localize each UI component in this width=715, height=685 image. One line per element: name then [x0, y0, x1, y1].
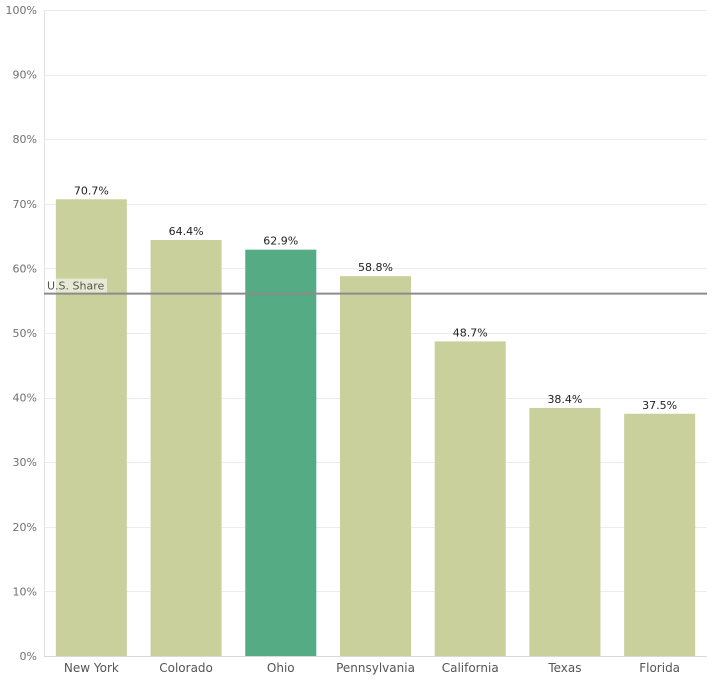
reference-line-label-background: [45, 278, 107, 293]
bars: [55, 199, 696, 656]
x-category-label: Texas: [547, 661, 581, 675]
x-category-label: Colorado: [159, 661, 213, 675]
y-tick-label: 90%: [13, 69, 37, 82]
bar: [434, 341, 506, 656]
y-tick-label: 20%: [13, 521, 37, 534]
bar: [624, 413, 696, 656]
bar: [55, 199, 127, 656]
x-category-label: California: [442, 661, 499, 675]
y-axis-tick-labels: 0% 10% 20% 30% 40% 50% 60% 70% 80% 90% 100%: [6, 4, 37, 663]
x-category-label: Florida: [639, 661, 680, 675]
bar-value-label: 58.8%: [358, 261, 393, 274]
reference-line-label: U.S. Share: [47, 280, 104, 293]
x-category-label: Ohio: [267, 661, 295, 675]
x-axis-category-labels: New York Colorado Ohio Pennsylvania Californ…: [64, 661, 680, 675]
x-category-label: New York: [64, 661, 119, 675]
bar-value-label: 37.5%: [642, 399, 677, 412]
y-tick-label: 10%: [13, 585, 37, 598]
y-tick-label: 40%: [13, 392, 37, 405]
y-tick-label: 80%: [13, 133, 37, 146]
bar: [245, 249, 317, 656]
bar: [529, 407, 601, 656]
bar-value-label: 64.4%: [169, 225, 204, 238]
bar-value-label: 70.7%: [74, 184, 109, 197]
bar: [339, 276, 412, 656]
reference-line-group: U.S. Share: [44, 278, 707, 295]
bar-value-label: 38.4%: [547, 393, 582, 406]
y-tick-label: 50%: [13, 327, 37, 340]
y-tick-label: 30%: [13, 456, 37, 469]
y-tick-label: 70%: [13, 198, 37, 211]
bar-value-labels: 70.7% 64.4% 62.9% 58.8% 48.7% 38.4% 37.5%: [74, 184, 677, 411]
bar: [150, 239, 222, 656]
y-tick-label: 100%: [6, 4, 37, 17]
bar-value-label: 48.7%: [453, 326, 488, 339]
y-tick-label: 60%: [13, 262, 37, 275]
bar-value-label: 62.9%: [263, 235, 298, 248]
y-tick-label: 0%: [20, 650, 37, 663]
x-category-label: Pennsylvania: [336, 661, 415, 675]
